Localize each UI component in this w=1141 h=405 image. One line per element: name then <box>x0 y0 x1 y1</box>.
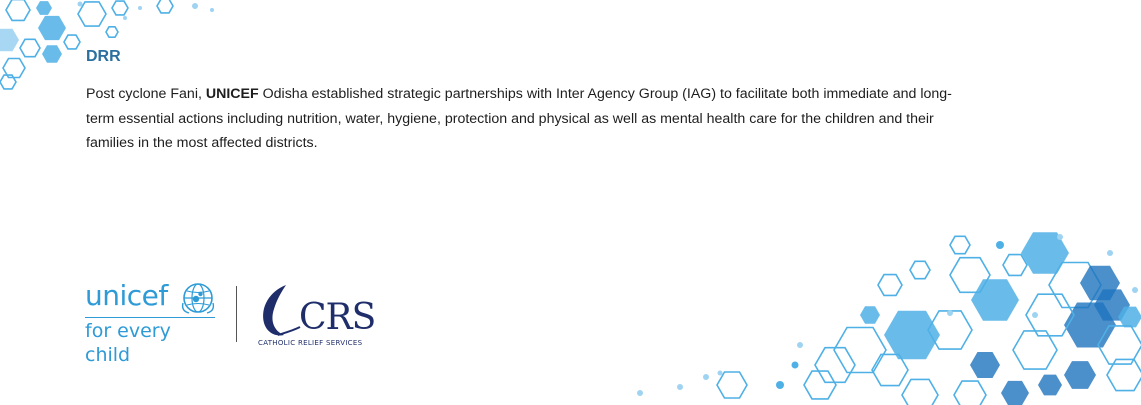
decorative-hexagon <box>2 57 26 79</box>
decorative-dot <box>947 310 953 316</box>
decorative-hexagon <box>77 1 107 27</box>
decorative-dot <box>192 3 198 9</box>
hexagon-pattern-top-left <box>0 0 214 90</box>
decorative-dot <box>797 342 803 348</box>
decorative-hexagon <box>1064 361 1096 389</box>
paragraph-part-1: Post cyclone Fani, <box>86 86 206 102</box>
globe-icon <box>181 283 215 314</box>
decorative-hexagon <box>0 74 17 90</box>
decorative-hexagon <box>909 260 931 280</box>
decorative-hexagon <box>949 256 991 294</box>
decorative-hexagon <box>42 45 62 63</box>
decorative-hexagon <box>1025 293 1075 337</box>
paragraph-part-unicef: UNICEF <box>205 86 259 102</box>
crs-logo: CRS CATHOLIC RELIEF SERVICES <box>256 281 376 351</box>
decorative-dot <box>1107 250 1113 256</box>
decorative-hexagon <box>971 279 1019 321</box>
decorative-hexagon <box>953 380 987 405</box>
decorative-hexagon <box>860 306 880 324</box>
decorative-dot <box>677 384 683 390</box>
decorative-dot <box>123 16 127 20</box>
decorative-hexagon <box>949 235 971 255</box>
decorative-dot <box>776 381 784 389</box>
unicef-divider-rule <box>85 317 215 318</box>
section-title: DRR <box>86 48 121 65</box>
decorative-dot <box>77 1 83 7</box>
decorative-dot <box>210 8 214 12</box>
decorative-dot <box>717 370 723 376</box>
decorative-hexagon <box>19 38 41 58</box>
decorative-dot <box>791 361 799 369</box>
decorative-dot <box>1132 287 1138 293</box>
decorative-hexagon <box>716 371 748 399</box>
unicef-wordmark: unicef <box>85 279 168 312</box>
crs-flame-icon <box>263 285 301 336</box>
decorative-dot <box>996 241 1004 249</box>
decorative-hexagon <box>38 15 66 41</box>
decorative-hexagon <box>1038 374 1062 396</box>
decorative-hexagon <box>970 352 1000 378</box>
decorative-hexagon <box>111 0 129 16</box>
decorative-hexagon <box>871 353 909 387</box>
decorative-hexagon <box>63 34 81 50</box>
decorative-hexagon <box>105 25 119 39</box>
logo-separator <box>236 286 237 342</box>
paragraph-part-2: Odisha established strategic partnership… <box>86 86 952 152</box>
decorative-hexagon <box>877 273 903 297</box>
decorative-dot <box>1057 234 1063 240</box>
decorative-hexagon <box>833 326 887 374</box>
decorative-hexagon <box>156 0 174 14</box>
body-paragraph: Post cyclone Fani, UNICEF Odisha establi… <box>86 82 966 156</box>
unicef-logo: unicef for every child <box>85 279 220 366</box>
hexagon-pattern-bottom-right <box>637 232 1141 405</box>
crs-full-name: CATHOLIC RELIEF SERVICES <box>258 339 363 347</box>
decorative-hexagon <box>803 370 837 400</box>
decorative-hexagon <box>5 0 31 22</box>
decorative-hexagon <box>1118 306 1141 328</box>
decorative-hexagon <box>36 1 52 15</box>
decorative-hexagon <box>884 310 940 360</box>
decorative-hexagon <box>1002 253 1028 277</box>
decorative-dot <box>138 6 142 10</box>
decorative-dot <box>703 374 709 380</box>
decorative-hexagon <box>901 378 939 405</box>
decorative-hexagon <box>1001 380 1029 405</box>
decorative-dot <box>1032 312 1038 318</box>
crs-wordmark: CRS <box>299 297 376 338</box>
decorative-hexagon <box>0 28 19 52</box>
decorative-hexagon <box>1012 330 1058 370</box>
decorative-dot <box>637 390 643 396</box>
decorative-hexagon <box>1021 232 1069 274</box>
decorative-hexagon <box>814 346 856 384</box>
unicef-tagline: for every child <box>85 320 171 366</box>
decorative-hexagon <box>1106 358 1141 392</box>
